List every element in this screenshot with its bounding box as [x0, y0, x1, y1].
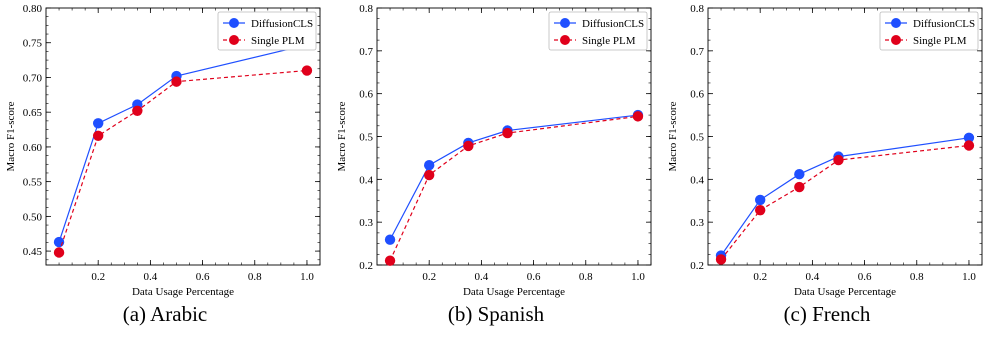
x-tick-label: 0.4	[144, 271, 158, 283]
legend-label: DiffusionCLS	[582, 18, 644, 30]
data-point	[301, 65, 313, 76]
data-point	[963, 132, 975, 143]
x-tick-label: 0.8	[910, 271, 924, 283]
x-tick-label: 1.0	[962, 271, 976, 283]
data-point	[384, 255, 396, 266]
legend-marker	[229, 18, 239, 28]
data-point	[384, 234, 396, 245]
y-tick-label: 0.4	[690, 174, 704, 186]
legend-box	[217, 11, 317, 51]
x-tick-label: 1.0	[631, 271, 645, 283]
y-tick-label: 0.75	[23, 38, 43, 50]
x-tick-label: 0.8	[579, 271, 593, 283]
legend-label: DiffusionCLS	[913, 18, 975, 30]
data-point	[715, 254, 727, 265]
y-tick-label: 0.50	[23, 211, 43, 223]
data-point	[53, 247, 65, 258]
x-tick-label: 0.2	[422, 271, 436, 283]
legend-marker	[891, 35, 901, 45]
data-point	[794, 181, 805, 193]
x-tick-label: 0.6	[527, 271, 541, 283]
y-axis-label: Macro F1-score	[667, 101, 679, 171]
data-point	[92, 118, 104, 129]
chart-panel-2: 0.2 0.3 0.4 0.5 0.6 0.7 0.8 0.2 0.4 0.6 0.8 1.0 Data…	[331, 0, 661, 342]
data-point	[463, 140, 474, 152]
y-tick-label: 0.80	[23, 3, 43, 15]
data-point	[754, 194, 766, 206]
panel-caption: (c) French	[783, 302, 871, 326]
data-point	[423, 169, 435, 181]
chart-svg: 0.45 0.50 0.55 0.60 0.65 0.70 0.75 0.80 0.2 0.4 0.…	[5, 3, 321, 298]
series-line-2	[389, 115, 639, 261]
y-tick-label: 0.6	[359, 89, 373, 101]
data-point	[794, 168, 805, 180]
y-tick-label: 0.6	[690, 89, 704, 101]
data-point	[833, 154, 844, 166]
data-point	[53, 236, 65, 248]
x-tick-label: 0.6	[196, 271, 210, 283]
x-tick-label: 0.4	[806, 271, 820, 283]
y-tick-label: 0.8	[690, 3, 704, 15]
y-tick-label: 0.5	[359, 132, 373, 144]
chart-svg: 0.2 0.3 0.4 0.5 0.6 0.7 0.8 0.2 0.4 0.6 0.8 1.0 Data…	[336, 3, 652, 298]
chart-svg: 0.2 0.3 0.4 0.5 0.6 0.7 0.8 0.2 0.4 0.6 0.8 1.0 Data…	[667, 3, 983, 298]
y-tick-label: 0.4	[359, 174, 373, 186]
y-tick-label: 0.5	[690, 132, 704, 144]
plot-frame	[45, 7, 321, 266]
chart-panel-3: 0.2 0.3 0.4 0.5 0.6 0.7 0.8 0.2 0.4 0.6 0.8 1.0 Data…	[662, 0, 992, 342]
panel-caption: (a) Arabic	[122, 302, 208, 326]
x-tick-label: 0.4	[475, 271, 489, 283]
legend-label: DiffusionCLS	[251, 18, 313, 30]
data-point	[963, 140, 975, 151]
x-axis-label: Data Usage Percentage	[463, 286, 565, 298]
y-tick-label: 0.8	[359, 3, 373, 15]
y-tick-label: 0.7	[690, 46, 704, 58]
legend-marker	[891, 18, 901, 28]
data-point	[632, 111, 644, 122]
legend-label: Single PLM	[251, 35, 305, 47]
y-tick-label: 0.7	[359, 46, 373, 58]
panel-caption: (b) Spanish	[447, 302, 545, 326]
x-tick-label: 0.8	[248, 271, 262, 283]
legend-marker	[560, 18, 570, 28]
y-tick-label: 0.70	[23, 72, 43, 84]
data-point	[754, 204, 766, 216]
x-tick-label: 0.6	[858, 271, 872, 283]
y-axis-label: Macro F1-score	[5, 101, 17, 171]
legend-box	[879, 11, 979, 51]
legend-marker	[560, 35, 570, 45]
data-point	[423, 159, 435, 171]
legend-marker	[229, 35, 239, 45]
y-tick-label: 0.55	[23, 177, 43, 189]
y-tick-label: 0.3	[359, 217, 373, 229]
y-tick-label: 0.65	[23, 107, 43, 119]
x-axis-label: Data Usage Percentage	[132, 286, 234, 298]
legend-label: Single PLM	[582, 35, 636, 47]
x-tick-label: 0.2	[91, 271, 105, 283]
y-axis-label: Macro F1-score	[336, 101, 348, 171]
y-tick-label: 0.2	[690, 260, 704, 272]
data-point	[171, 76, 182, 87]
x-tick-label: 0.2	[753, 271, 767, 283]
legend-box	[548, 11, 648, 51]
y-tick-label: 0.60	[23, 142, 43, 154]
series-line-2	[58, 69, 308, 253]
y-tick-label: 0.3	[690, 217, 704, 229]
y-tick-label: 0.2	[359, 260, 373, 272]
legend-label: Single PLM	[913, 35, 967, 47]
chart-panel-1: 0.45 0.50 0.55 0.60 0.65 0.70 0.75 0.80 0.2 0.4 0.…	[0, 0, 330, 342]
x-tick-label: 1.0	[300, 271, 314, 283]
data-point	[132, 105, 143, 117]
y-tick-label: 0.45	[23, 246, 43, 258]
x-axis-label: Data Usage Percentage	[794, 286, 896, 298]
data-point	[92, 130, 104, 142]
data-point	[502, 127, 513, 139]
